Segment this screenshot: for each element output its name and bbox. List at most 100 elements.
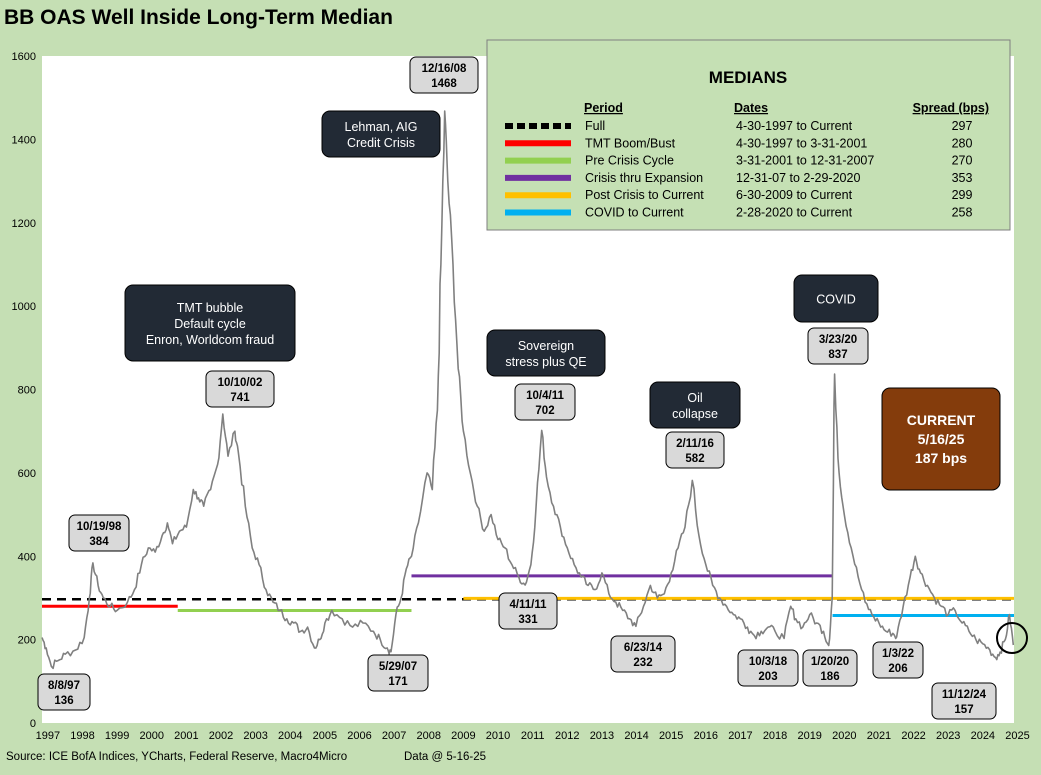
- point-label-box: [514, 383, 576, 421]
- point-label-value: 1468: [431, 78, 457, 90]
- x-tick-label: 2018: [763, 730, 787, 742]
- point-label-date: 8/8/97: [48, 680, 80, 692]
- callout-box: TMT bubble Default cycle Enron, Worldcom f…: [124, 284, 296, 362]
- point-label-date: 1/20/20: [811, 656, 849, 668]
- x-tick-label: 2013: [590, 730, 614, 742]
- y-tick-label: 1400: [12, 134, 36, 146]
- callouts: TMT bubble Default cycle Enron, Worldcom f…: [124, 110, 1001, 491]
- medians-table-spread: 280: [952, 136, 973, 150]
- point-label-value: 331: [518, 614, 538, 626]
- point-label-box: [737, 649, 799, 687]
- point-label: 4/11/11 331: [498, 592, 558, 630]
- point-label-box: [807, 327, 869, 365]
- point-label: 6/23/14 232: [610, 635, 676, 673]
- callout-text: Enron, Worldcom fraud: [146, 333, 274, 347]
- point-label-value: 232: [633, 657, 652, 669]
- point-label-box: [931, 682, 997, 720]
- medians-table-header: Spread (bps): [913, 101, 989, 115]
- y-tick-label: 0: [30, 718, 36, 730]
- point-label-box: [37, 673, 91, 711]
- medians-table-period: Crisis thru Expansion: [585, 171, 703, 185]
- y-tick-label: 800: [18, 385, 36, 397]
- medians-table-box: [486, 39, 1011, 231]
- point-label: 11/12/24 157: [931, 682, 997, 720]
- point-label-box: [498, 592, 558, 630]
- x-tick-label: 2015: [659, 730, 683, 742]
- point-label-date: 3/23/20: [819, 334, 857, 346]
- x-tick-label: 2003: [243, 730, 267, 742]
- medians-table-period: TMT Boom/Bust: [585, 136, 676, 150]
- medians-table-spread: 270: [952, 154, 973, 168]
- x-tick-label: 2005: [313, 730, 337, 742]
- x-tick-label: 2023: [936, 730, 960, 742]
- point-label-date: 5/29/07: [379, 661, 417, 673]
- point-label: 8/8/97 136: [37, 673, 91, 711]
- medians-table-spread: 297: [952, 119, 973, 133]
- point-label-value: 582: [685, 453, 704, 465]
- y-axis: 0 200 400 600 800 1000 1200 1400 1600: [12, 51, 36, 730]
- x-tick-label: 2016: [694, 730, 718, 742]
- medians-table-period: Post Crisis to Current: [585, 188, 704, 202]
- source-note: Source: ICE BofA Indices, YCharts, Feder…: [6, 751, 348, 763]
- callout-box: Sovereign stress plus QE: [486, 329, 606, 377]
- x-tick-label: 2000: [140, 730, 164, 742]
- medians-table-spread: 299: [952, 188, 973, 202]
- point-label-box: [409, 56, 479, 94]
- callout-text: COVID: [816, 293, 856, 307]
- point-label-value: 702: [535, 405, 554, 417]
- point-label: 1/20/20 186: [802, 649, 858, 687]
- x-tick-label: 2002: [209, 730, 233, 742]
- point-label-value: 157: [954, 704, 973, 716]
- x-tick-label: 2020: [832, 730, 856, 742]
- x-tick-label: 2012: [555, 730, 579, 742]
- point-label-box: [665, 431, 725, 469]
- point-label: 10/3/18 203: [737, 649, 799, 687]
- medians-table-dates: 2-28-2020 to Current: [736, 206, 853, 220]
- callout-box: Lehman, AIG Credit Crisis: [321, 110, 441, 158]
- point-label-box: [610, 635, 676, 673]
- point-label-date: 2/11/16: [676, 438, 714, 450]
- callout-text: Default cycle: [174, 317, 246, 331]
- callout-text: Credit Crisis: [347, 136, 415, 150]
- callout-box: CURRENT 5/16/25 187 bps: [881, 387, 1001, 491]
- callout-box: COVID: [793, 274, 879, 323]
- x-tick-label: 1998: [70, 730, 94, 742]
- x-tick-label: 2024: [971, 730, 995, 742]
- point-label-date: 11/12/24: [942, 689, 987, 701]
- x-tick-label: 2007: [382, 730, 406, 742]
- x-tick-label: 2011: [521, 730, 545, 742]
- point-label-date: 10/19/98: [77, 521, 122, 533]
- x-tick-label: 2025: [1005, 730, 1029, 742]
- y-tick-label: 1200: [12, 218, 36, 230]
- point-label-value: 171: [388, 676, 408, 688]
- point-label: 10/4/11 702: [514, 383, 576, 421]
- medians-table-header: Period: [584, 101, 623, 115]
- x-tick-label: 2009: [451, 730, 475, 742]
- point-label: 5/29/07 171: [367, 654, 429, 692]
- medians-table-spread: 258: [952, 206, 973, 220]
- point-label-value: 837: [828, 349, 847, 361]
- callout-text: 187 bps: [915, 450, 967, 466]
- medians-table-period: COVID to Current: [585, 206, 684, 220]
- point-label: 10/10/02 741: [205, 370, 275, 408]
- x-tick-label: 2006: [347, 730, 371, 742]
- y-tick-label: 1000: [12, 301, 36, 313]
- medians-table-dates: 4-30-1997 to Current: [736, 119, 853, 133]
- medians-table-dates: 12-31-07 to 2-29-2020: [736, 171, 860, 185]
- callout-text: stress plus QE: [505, 355, 586, 369]
- x-tick-label: 2019: [797, 730, 821, 742]
- medians-table: MEDIANS Period Dates Spread (bps) Full 4-30-1…: [486, 39, 1011, 231]
- point-label-box: [872, 641, 924, 679]
- point-label-date: 10/4/11: [526, 390, 564, 402]
- point-label-value: 186: [820, 671, 839, 683]
- callout-text: Sovereign: [518, 339, 574, 353]
- x-tick-label: 2017: [728, 730, 752, 742]
- point-label-value: 206: [888, 663, 907, 675]
- x-axis: 1997 1998 1999 2000 2001 2002 2003 2004 2005 2006…: [36, 730, 1030, 742]
- medians-table-spread: 353: [952, 171, 973, 185]
- point-label-date: 10/3/18: [749, 656, 788, 668]
- series-line: [41, 110, 1015, 670]
- point-label-box: [802, 649, 858, 687]
- point-label-date: 1/3/22: [882, 648, 914, 660]
